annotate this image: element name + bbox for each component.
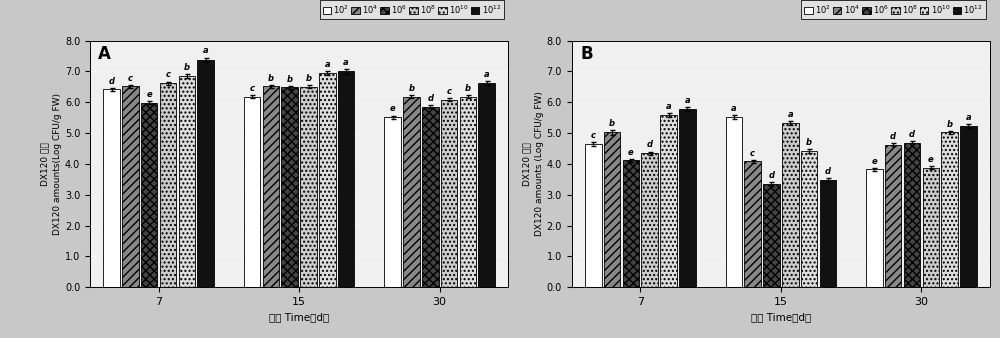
- Text: d: d: [647, 140, 653, 149]
- Bar: [782, 123, 799, 287]
- Bar: [904, 143, 920, 287]
- Text: b: b: [465, 84, 471, 93]
- Bar: [319, 73, 336, 287]
- Text: d: d: [890, 132, 896, 141]
- Text: a: a: [787, 110, 793, 119]
- Bar: [281, 88, 298, 287]
- Bar: [179, 76, 195, 287]
- Bar: [160, 83, 176, 287]
- Text: b: b: [184, 63, 190, 72]
- Text: d: d: [427, 94, 433, 103]
- Text: c: c: [591, 130, 596, 140]
- Bar: [244, 97, 260, 287]
- Text: b: b: [806, 138, 812, 147]
- X-axis label: 时间 Time（d）: 时间 Time（d）: [751, 313, 811, 322]
- Text: d: d: [768, 171, 774, 180]
- Legend: $10^2$, $10^4$, $10^6$, $10^8$, $10^{10}$, $10^{12}$: $10^2$, $10^4$, $10^6$, $10^8$, $10^{10}…: [320, 0, 504, 19]
- Text: b: b: [287, 75, 293, 84]
- Bar: [300, 87, 317, 287]
- Text: d: d: [825, 167, 831, 176]
- Text: b: b: [306, 74, 312, 83]
- Bar: [866, 169, 883, 287]
- Bar: [763, 184, 780, 287]
- Text: e: e: [628, 147, 634, 156]
- Bar: [122, 86, 139, 287]
- Y-axis label: DX120 数量
DX120 amounts (Log CFU/g FW): DX120 数量 DX120 amounts (Log CFU/g FW): [522, 92, 544, 236]
- Bar: [478, 83, 495, 287]
- Bar: [384, 117, 401, 287]
- Text: a: a: [685, 96, 690, 105]
- Text: a: a: [343, 58, 349, 67]
- Bar: [141, 103, 157, 287]
- Bar: [263, 86, 279, 287]
- Text: a: a: [666, 102, 671, 111]
- Text: c: c: [128, 73, 133, 82]
- Bar: [585, 144, 602, 287]
- Text: B: B: [580, 46, 593, 64]
- Bar: [623, 160, 639, 287]
- Text: e: e: [390, 104, 395, 113]
- Bar: [103, 89, 120, 287]
- Text: c: c: [166, 70, 171, 79]
- Text: d: d: [109, 77, 115, 86]
- Text: b: b: [268, 73, 274, 82]
- Text: a: a: [966, 113, 971, 122]
- Bar: [338, 71, 354, 287]
- Bar: [744, 162, 761, 287]
- Text: a: a: [731, 104, 737, 113]
- Y-axis label: DX120 数量
DX120 amounts(Log CFU/g FW): DX120 数量 DX120 amounts(Log CFU/g FW): [41, 93, 62, 235]
- Text: e: e: [146, 90, 152, 99]
- Text: a: a: [325, 59, 330, 69]
- Bar: [604, 132, 620, 287]
- Text: a: a: [484, 70, 489, 79]
- Text: e: e: [872, 157, 877, 166]
- Bar: [885, 145, 901, 287]
- Text: c: c: [250, 84, 255, 93]
- Bar: [197, 60, 214, 287]
- Text: d: d: [909, 130, 915, 139]
- Bar: [941, 132, 958, 287]
- Bar: [641, 153, 658, 287]
- Text: b: b: [408, 84, 414, 93]
- Text: A: A: [98, 46, 111, 64]
- Bar: [801, 151, 817, 287]
- Text: b: b: [947, 120, 953, 129]
- Text: a: a: [203, 46, 208, 55]
- Bar: [820, 180, 836, 287]
- Bar: [726, 117, 742, 287]
- Bar: [679, 109, 696, 287]
- Bar: [422, 107, 439, 287]
- Text: b: b: [609, 119, 615, 128]
- Bar: [403, 97, 420, 287]
- Legend: $10^2$, $10^4$, $10^6$, $10^8$, $10^{10}$, $10^{12}$: $10^2$, $10^4$, $10^6$, $10^8$, $10^{10}…: [801, 0, 986, 19]
- Bar: [923, 168, 939, 287]
- Text: c: c: [447, 87, 452, 96]
- Bar: [960, 126, 977, 287]
- Bar: [660, 115, 677, 287]
- Bar: [441, 100, 457, 287]
- Text: e: e: [928, 155, 934, 164]
- Bar: [460, 97, 476, 287]
- X-axis label: 时间 Time（d）: 时间 Time（d）: [269, 313, 329, 322]
- Text: c: c: [750, 149, 755, 158]
